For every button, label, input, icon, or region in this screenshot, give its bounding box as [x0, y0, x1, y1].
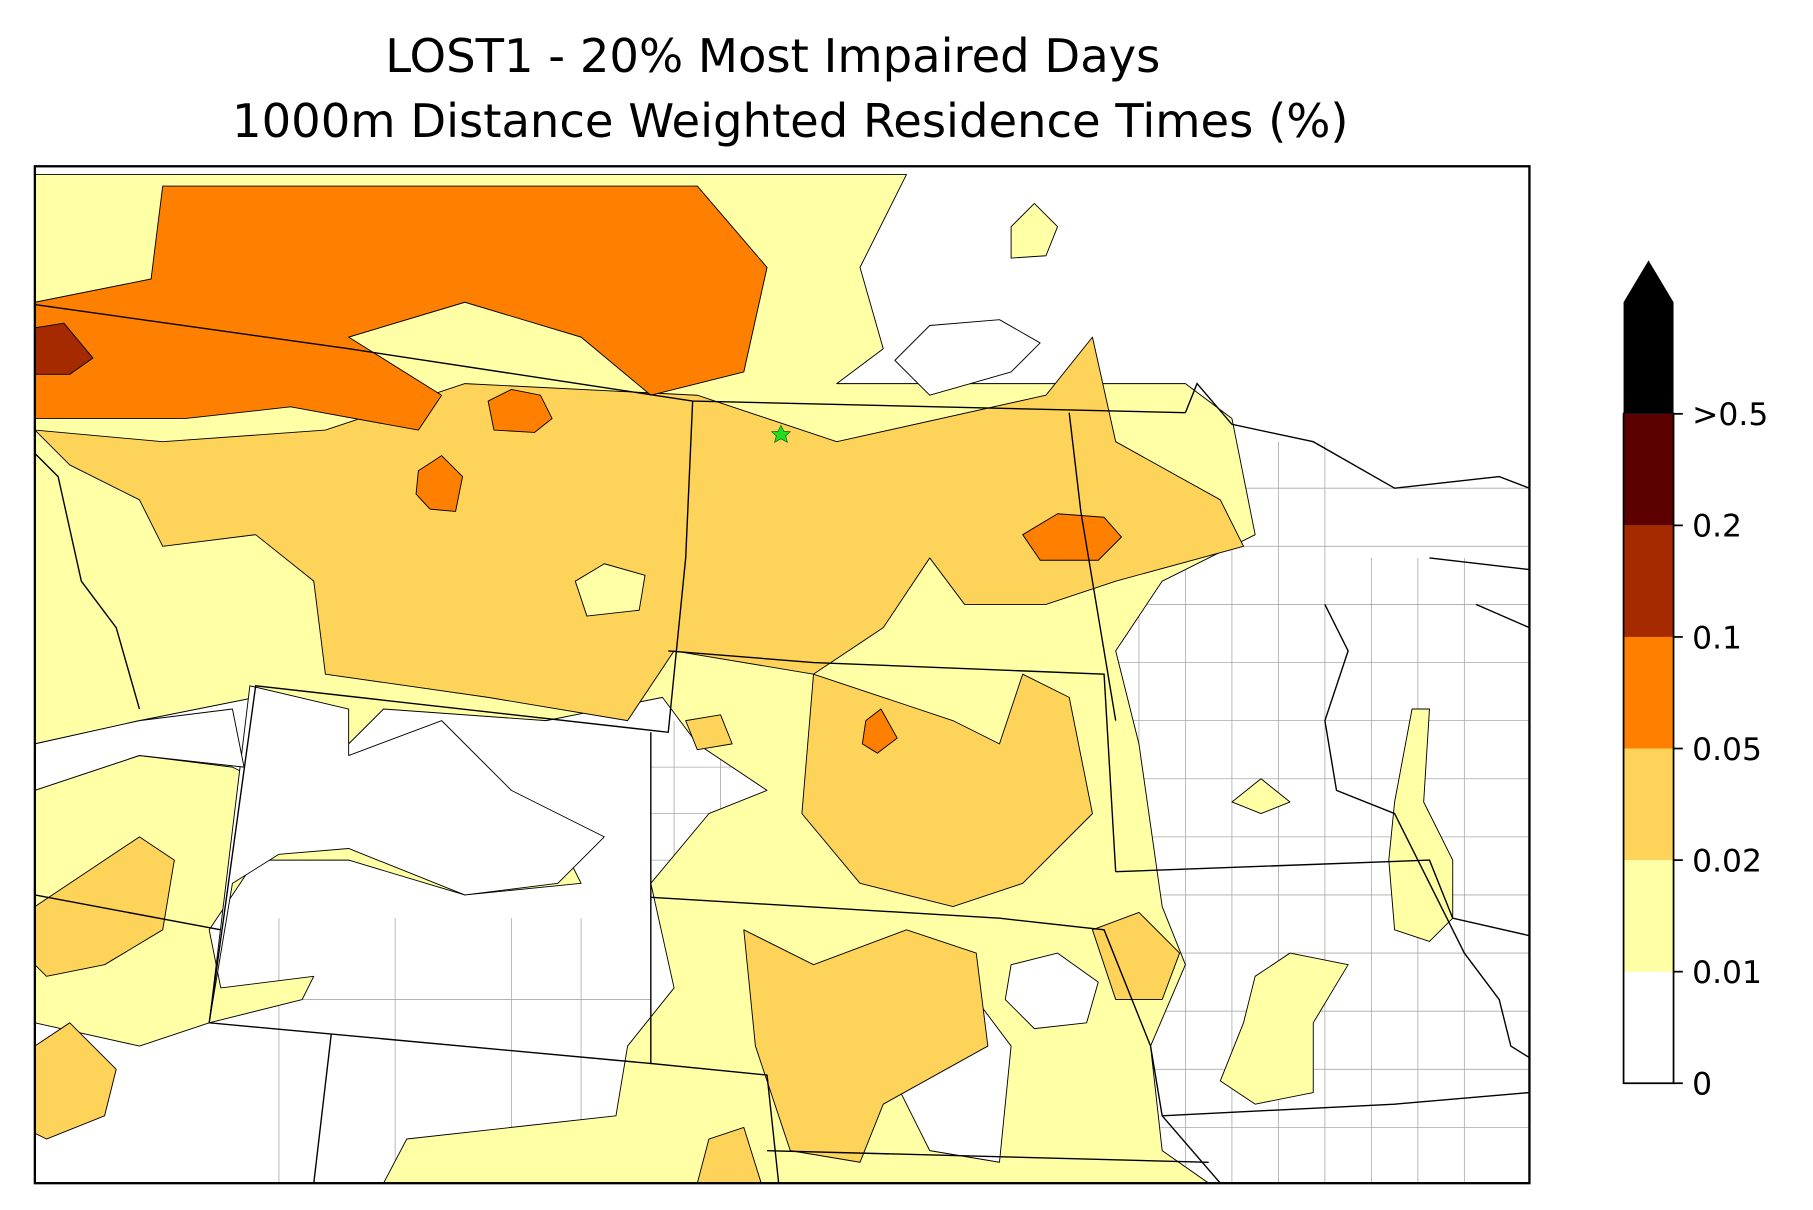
colorbar-segment [1623, 860, 1674, 972]
colorbar-tick-label: 0.01 [1692, 955, 1762, 991]
contour-area [1091, 911, 1181, 1001]
contour-area [1022, 513, 1122, 561]
contour-area [415, 455, 464, 512]
title-line: LOST1 - 20% Most Impaired Days [385, 29, 1160, 83]
contour-area [34, 322, 94, 375]
contour-area [1010, 203, 1059, 259]
contour-area [487, 388, 553, 433]
colorbar-segment [1623, 413, 1674, 526]
colorbar-tick-label: 0.2 [1692, 509, 1742, 545]
contour-area [743, 929, 989, 1163]
colorbar-segment [1623, 748, 1674, 861]
contour-area [696, 1126, 762, 1184]
contour-area [1388, 708, 1454, 942]
contour-area [685, 714, 733, 751]
contour-area [894, 319, 1041, 396]
site-marker [770, 424, 792, 443]
colorbar-extension [1623, 260, 1674, 414]
colorbar-segment [1623, 636, 1674, 749]
contour-area [1231, 778, 1291, 815]
colorbar-tick-label: 0.1 [1692, 620, 1742, 656]
colorbar: 0 0.01 0.02 0.05 0.1 0.2 >0.5 [1622, 260, 1768, 1103]
contour-area [34, 1022, 117, 1140]
colorbar-tick-label: 0.02 [1692, 843, 1762, 879]
contour-area [1004, 952, 1099, 1030]
colorbar-tick-label: 0 [1692, 1067, 1712, 1103]
colorbar-tick-label: 0.05 [1692, 732, 1762, 768]
contour-area [34, 185, 768, 431]
state-borders [34, 303, 1530, 1184]
contour-area [208, 685, 605, 1024]
colorbar-outline [1622, 370, 1675, 1085]
contour-area [1219, 952, 1349, 1105]
title-line: 1000m Distance Weighted Residence Times … [232, 94, 1348, 148]
contour-area [34, 836, 175, 977]
colorbar-segment [1623, 971, 1674, 1084]
map [34, 166, 1530, 1184]
map-frame [33, 165, 1531, 1185]
contour-area [34, 336, 1244, 908]
contour-area [574, 563, 646, 617]
colorbar-segment [1623, 525, 1674, 637]
contour-area [861, 708, 898, 754]
colorbar-tick-label: >0.5 [1692, 397, 1768, 433]
